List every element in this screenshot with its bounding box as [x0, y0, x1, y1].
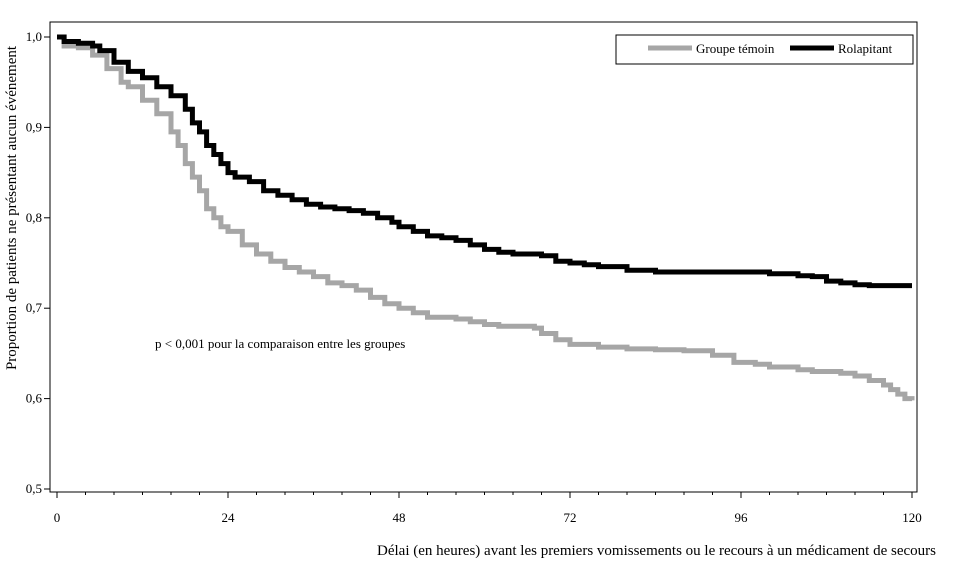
y-tick-label: 0,5 [26, 481, 42, 496]
x-tick-label: 24 [222, 510, 236, 525]
y-tick-label: 0,7 [26, 300, 43, 315]
legend-label-control: Groupe témoin [696, 41, 775, 56]
x-tick-label: 96 [735, 510, 749, 525]
y-tick-label: 0,9 [26, 119, 42, 134]
legend: Groupe témoin Rolapitant [615, 34, 914, 65]
y-tick-label: 0,6 [26, 391, 43, 406]
y-axis: 0,5 0,6 0,7 0,8 0,9 1,0 [26, 29, 50, 496]
series-line-0 [57, 34, 915, 402]
series-layer [57, 34, 915, 402]
y-axis-title: Proportion de patients ne présentant auc… [4, 45, 20, 370]
x-tick-label: 0 [54, 510, 61, 525]
x-tick-label: 120 [902, 510, 922, 525]
x-tick-label: 72 [564, 510, 577, 525]
y-tick-label: 1,0 [26, 29, 42, 44]
p-value-annotation: p < 0,001 pour la comparaison entre les … [155, 336, 405, 351]
x-axis-title: Délai (en heures) avant les premiers vom… [377, 543, 936, 559]
legend-label-rolapitant: Rolapitant [838, 41, 893, 56]
series-line-1 [57, 34, 912, 289]
plot-frame [49, 21, 918, 493]
y-tick-label: 0,8 [26, 210, 42, 225]
x-axis: 0 24 48 72 96 120 [54, 492, 922, 525]
x-tick-label: 48 [393, 510, 406, 525]
